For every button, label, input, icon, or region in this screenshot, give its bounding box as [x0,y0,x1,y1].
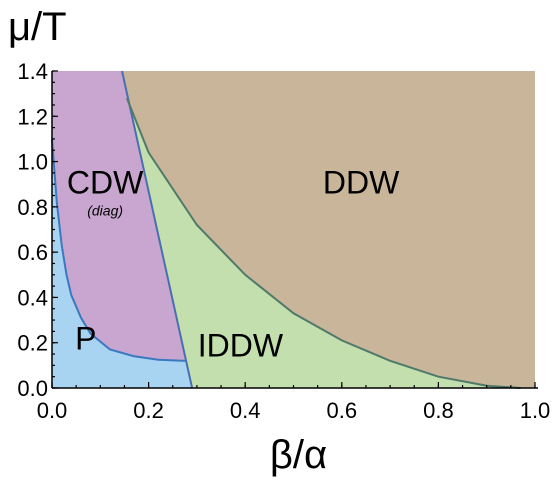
x-tick-label: 1.0 [520,398,551,423]
plot-area [51,70,535,389]
x-tick-label: 0.0 [37,398,68,423]
y-tick-label: 0.6 [17,240,48,265]
x-tick-label: 0.8 [423,398,454,423]
boundary-cdw-iddw [121,70,194,389]
x-tick-label: 0.6 [327,398,358,423]
y-tick-label: 0.2 [17,331,48,356]
region-labels: P CDW (diag) IDDW DDW [67,164,400,363]
region-label-iddw: IDDW [198,327,284,363]
region-label-cdw: CDW [67,164,144,200]
x-tick-label: 0.2 [133,398,164,423]
y-axis-label: μ/T [8,5,67,49]
y-tick-label: 1.2 [17,104,48,129]
y-tick-label: 1.0 [17,150,48,175]
region-p-fill [52,138,193,388]
region-iddw-fill [122,71,521,388]
boundary-p-cdw [51,138,187,362]
x-tick-label: 0.4 [230,398,261,423]
region-cdw-fill [52,71,193,388]
phase-boundaries [51,70,521,389]
region-label-ddw: DDW [323,164,400,200]
y-tick-label: 0.0 [17,376,48,401]
y-tick-label: 0.4 [17,285,48,310]
region-label-p: P [75,321,96,357]
ticks: 0.0 0.2 0.4 0.6 0.8 1.0 0.0 0.2 0.4 0.6 0.8 1.0 1.2 1… [17,59,550,423]
y-tick-label: 0.8 [17,195,48,220]
region-sublabel-cdw: (diag) [87,202,123,218]
y-tick-label: 1.4 [17,59,48,84]
x-axis-label: β/α [270,433,327,477]
boundary-iddw-ddw [125,97,521,389]
